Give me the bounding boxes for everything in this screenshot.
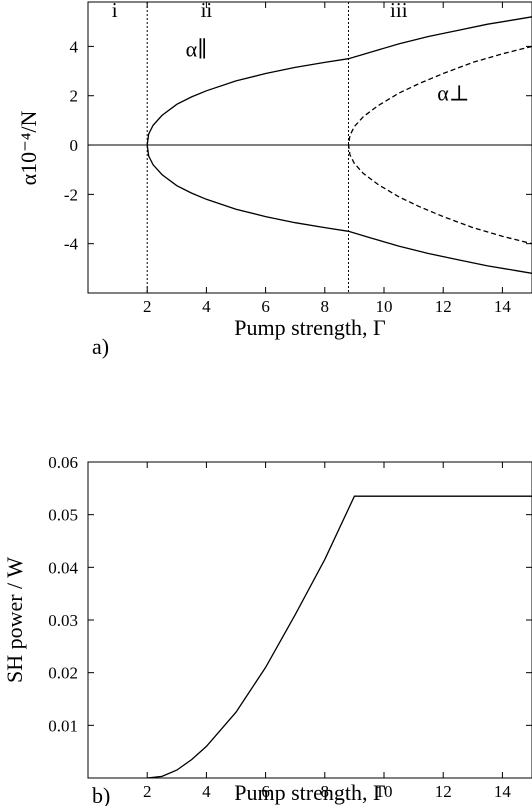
- panel-b-x-axis-label: Pump strength, Γ: [234, 780, 386, 805]
- alpha-perpendicular-label: α⊥: [437, 81, 469, 106]
- panel-a-x-tick-label: 10: [376, 297, 393, 316]
- panel-b-y-tick-label: 0.06: [48, 453, 78, 472]
- panel-b-y-axis-label: SH power / W: [2, 557, 27, 683]
- panel-b-y-ticks: 0.01 0.02 0.03 0.04 0.05 0.06: [48, 453, 532, 735]
- panel-a-y-tick-label: 2: [70, 87, 79, 106]
- panel-b-x-tick-label: 2: [143, 782, 152, 801]
- panel-b-x-tick-label: 10: [376, 782, 393, 801]
- alpha-parallel-curve: [146, 16, 532, 274]
- panel-b-plot-frame: [87, 461, 532, 779]
- panel-a-x-tick-label: 4: [202, 297, 211, 316]
- panel-b-y-tick-label: 0.01: [48, 716, 78, 735]
- region-label: iii: [390, 0, 408, 22]
- curve-labels: α∥ α⊥: [186, 36, 470, 105]
- panel-a-y-axis-label: α10⁻⁴/N: [16, 110, 41, 185]
- panel-a-y-tick-label: 4: [70, 37, 79, 56]
- region-labels: i ii iii: [112, 0, 408, 22]
- panel-b-x-tick-label: 6: [261, 782, 270, 801]
- sh-power-curve: [147, 495, 532, 779]
- panel-b-x-tick-label: 8: [321, 782, 330, 801]
- panel-a-x-ticks: 2 4 6 8 10 12 14: [143, 2, 511, 316]
- panel-a-x-tick-label: 8: [321, 297, 330, 316]
- panel-a-curves: [146, 16, 532, 274]
- panel-a-chart: 2 4 6 8 10 12 14 420-2-4 i ii iii α∥α⊥ Pump stre…: [16, 0, 532, 359]
- panel-a-x-tick-label: 12: [435, 297, 452, 316]
- panel-b-y-tick-label: 0.04: [48, 558, 78, 577]
- panel-b-x-tick-label: 12: [435, 782, 452, 801]
- panel-a-plot-frame: [87, 1, 532, 294]
- region-label: i: [112, 0, 118, 22]
- panel-b-curves: [147, 495, 532, 779]
- panel-a-x-axis-label: Pump strength, Γ: [234, 315, 386, 340]
- alpha-parallel-label: α∥: [186, 36, 208, 61]
- panel-a-y-tick-label: -4: [64, 235, 79, 254]
- region-divider-lines: [146, 2, 349, 293]
- panel-b-y-tick-label: 0.05: [48, 506, 78, 525]
- panel-a-y-ticks: 4 2 0 -2 -4: [64, 37, 532, 254]
- panel-a-y-tick-label: 0: [70, 136, 79, 155]
- panel-b-label: b): [92, 783, 110, 806]
- panel-b-y-tick-label: 0.02: [48, 664, 78, 683]
- region-label: ii: [201, 0, 213, 22]
- panel-a-x-tick-label: 2: [143, 297, 152, 316]
- panel-a-x-tick-label: 14: [494, 297, 512, 316]
- panel-a-label: a): [92, 334, 109, 359]
- panel-b-x-tick-label: 14: [494, 782, 512, 801]
- alpha-perpendicular-curve: [347, 45, 532, 245]
- panel-a-x-tick-label: 6: [261, 297, 270, 316]
- panel-b-chart: 2 4 6 8 10 12 14 0.01 0.02 0.03 0.04 0.05 0.06 Pump…: [2, 453, 532, 806]
- panel-b-x-tick-label: 4: [202, 782, 211, 801]
- panel-b-y-tick-label: 0.03: [48, 611, 78, 630]
- panel-a-y-tick-label: -2: [64, 185, 78, 204]
- panel-b-x-ticks: 2 4 6 8 10 12 14: [143, 462, 511, 801]
